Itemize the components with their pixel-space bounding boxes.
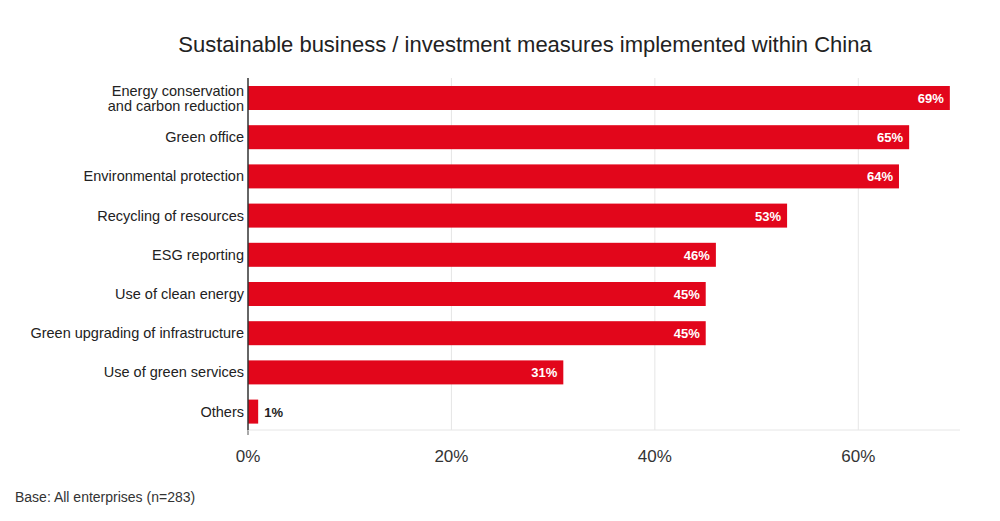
category-label-line: Environmental protection (84, 168, 244, 184)
category-label: Recycling of resources (97, 208, 244, 224)
tick-label: 0% (236, 447, 261, 466)
bar (248, 125, 909, 149)
title: Sustainable business / investment measur… (178, 32, 872, 57)
tick-mark (248, 430, 249, 435)
tick-label: 20% (434, 447, 468, 466)
category-label-line: Energy conservation (112, 83, 244, 99)
bar (248, 360, 563, 384)
category-label: Green office (165, 129, 244, 145)
category-label: Use of clean energy (115, 286, 245, 302)
data-label: 53% (755, 209, 781, 224)
category-label-line: Use of clean energy (115, 286, 245, 302)
bar (248, 204, 787, 228)
data-label: 31% (531, 365, 557, 380)
category-label: Energy conservationand carbon reduction (108, 83, 244, 114)
category-label-line: ESG reporting (152, 247, 244, 263)
tick-label: 60% (841, 447, 875, 466)
bar (248, 243, 716, 267)
category-label: Green upgrading of infrastructure (30, 325, 244, 341)
bar (248, 86, 950, 110)
data-label: 65% (877, 130, 903, 145)
category-label-line: Green office (165, 129, 244, 145)
x-axis-line (248, 430, 960, 431)
category-label: Environmental protection (84, 168, 244, 184)
bar (248, 282, 706, 306)
y-axis-line (247, 78, 249, 430)
category-label-line: and carbon reduction (108, 98, 244, 114)
bar (248, 321, 706, 345)
data-label: 69% (918, 91, 944, 106)
annotation: Base: All enterprises (n=283) (15, 489, 195, 505)
bar (248, 164, 899, 188)
category-label: ESG reporting (152, 247, 244, 263)
bars (248, 86, 950, 424)
category-label-line: Green upgrading of infrastructure (30, 325, 244, 341)
data-label: 46% (684, 248, 710, 263)
data-label: 45% (674, 287, 700, 302)
tick-label: 40% (638, 447, 672, 466)
chart: Sustainable business / investment measur… (0, 0, 1000, 521)
category-label: Others (200, 404, 244, 420)
data-label: 64% (867, 169, 893, 184)
bar (248, 400, 258, 424)
category-label: Use of green services (104, 364, 244, 380)
data-label: 1% (264, 405, 283, 420)
category-label-line: Use of green services (104, 364, 244, 380)
labels: Energy conservationand carbon reduction 6… (30, 83, 944, 420)
category-label-line: Others (200, 404, 244, 420)
category-label-line: Recycling of resources (97, 208, 244, 224)
data-label: 45% (674, 326, 700, 341)
